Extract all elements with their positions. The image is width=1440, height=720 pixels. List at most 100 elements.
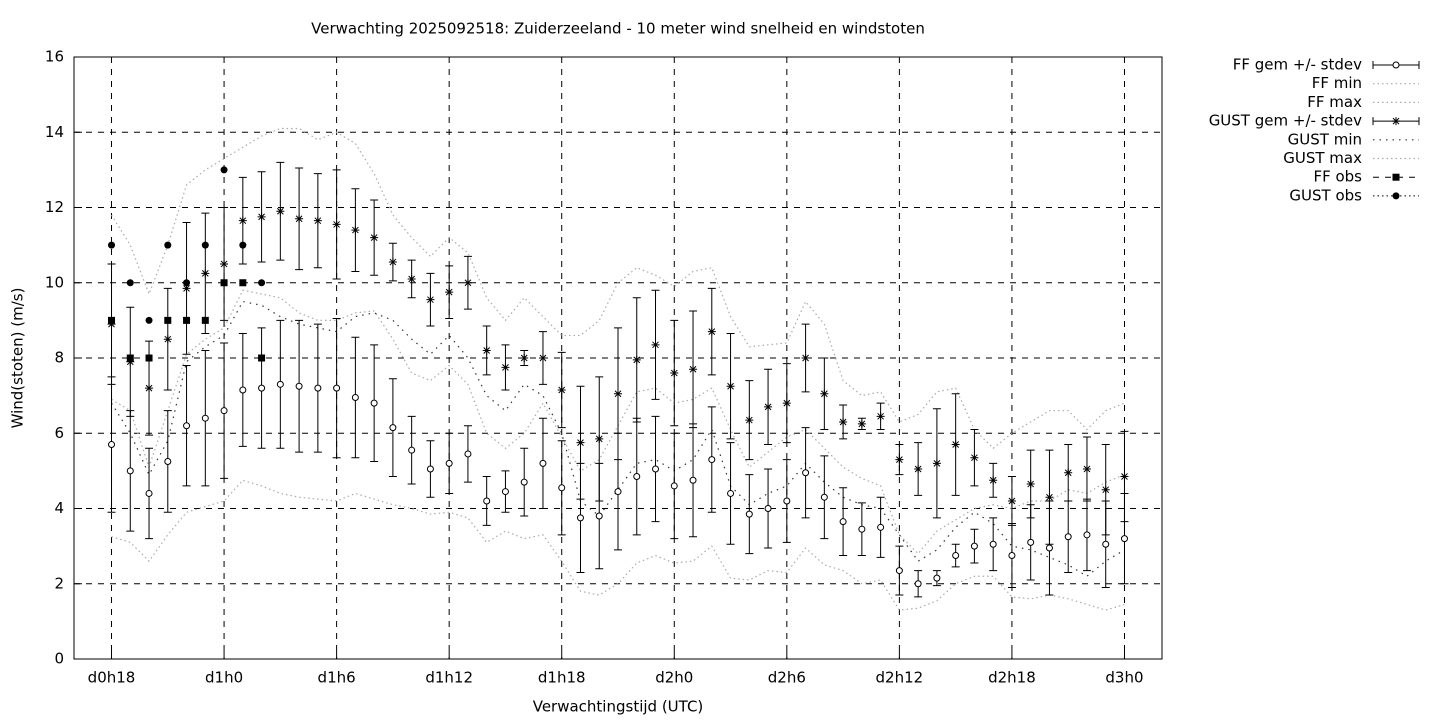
legend-label: GUST gem +/- stdev [1209, 112, 1362, 130]
point [595, 512, 603, 520]
point [314, 384, 322, 392]
y-tick-label: 12 [45, 198, 64, 216]
legend-swatch [1392, 192, 1400, 200]
point [782, 399, 791, 408]
legend-swatch [1392, 61, 1400, 69]
point [407, 274, 416, 283]
point [295, 382, 303, 390]
point [164, 457, 172, 465]
x-tick-label: d1h6 [318, 669, 356, 687]
point [483, 497, 491, 505]
legend-label: GUST max [1283, 149, 1362, 167]
point [351, 226, 360, 235]
point [164, 316, 172, 324]
legend-label: GUST min [1288, 130, 1362, 148]
point [238, 216, 247, 225]
point [989, 540, 997, 548]
point [464, 450, 472, 458]
point [689, 365, 698, 374]
point [707, 327, 716, 336]
point [333, 384, 341, 392]
x-tick-label: d2h6 [768, 669, 806, 687]
y-tick-label: 10 [45, 273, 64, 291]
y-tick-label: 14 [45, 123, 64, 141]
point [258, 279, 266, 287]
point [689, 476, 697, 484]
point [558, 484, 566, 492]
point [501, 488, 509, 496]
point [633, 473, 641, 481]
legend-label: GUST obs [1289, 186, 1362, 204]
point [1120, 535, 1128, 543]
point [258, 384, 266, 392]
y-tick-label: 4 [54, 499, 64, 517]
point [183, 422, 191, 430]
point [1045, 493, 1054, 502]
point [463, 278, 472, 287]
point [1064, 468, 1073, 477]
point [426, 295, 435, 304]
point [820, 389, 829, 398]
point [126, 357, 135, 366]
point [126, 354, 134, 362]
point [557, 385, 566, 394]
point [745, 416, 754, 425]
point [389, 424, 397, 432]
point [801, 354, 810, 362]
point [820, 493, 828, 501]
legend-label: FF min [1312, 74, 1362, 92]
point [220, 407, 228, 415]
y-tick-label: 0 [54, 650, 64, 668]
point [182, 284, 191, 293]
point [895, 567, 903, 575]
point [1007, 496, 1016, 505]
point [1082, 464, 1091, 473]
point [952, 552, 960, 560]
point [989, 476, 998, 485]
point [370, 233, 379, 242]
point [164, 241, 172, 249]
point [932, 459, 941, 468]
x-tick-label: d3h0 [1105, 669, 1143, 687]
y-axis-label: Wind(stoten) (m/s) [9, 288, 27, 429]
point [1101, 485, 1110, 494]
point [445, 288, 454, 297]
point [388, 258, 397, 267]
point [933, 574, 941, 582]
point [183, 279, 191, 287]
point [239, 386, 247, 394]
point [163, 335, 172, 344]
point [802, 469, 810, 477]
point [1102, 540, 1110, 548]
x-axis-label: Verwachtingstijd (UTC) [533, 698, 704, 716]
point [914, 580, 922, 588]
point [951, 440, 960, 449]
point [332, 220, 341, 229]
y-tick-label: 2 [54, 574, 64, 592]
point [839, 518, 847, 526]
point [1008, 552, 1016, 560]
point [970, 542, 978, 550]
point [745, 510, 753, 518]
point [538, 354, 547, 362]
point [520, 354, 529, 362]
point [914, 464, 923, 473]
point [670, 369, 679, 378]
point [426, 465, 434, 473]
point [370, 399, 378, 407]
point [539, 459, 547, 467]
point [257, 212, 266, 221]
point [1026, 480, 1035, 489]
point [857, 419, 866, 428]
x-tick-label: d2h12 [876, 669, 924, 687]
point [258, 354, 266, 362]
y-tick-label: 8 [54, 349, 64, 367]
point [183, 316, 191, 324]
y-tick-label: 16 [45, 48, 64, 66]
point [276, 207, 285, 216]
point [145, 316, 153, 324]
series-line [111, 127, 1125, 450]
point [632, 355, 641, 364]
point [220, 279, 228, 287]
